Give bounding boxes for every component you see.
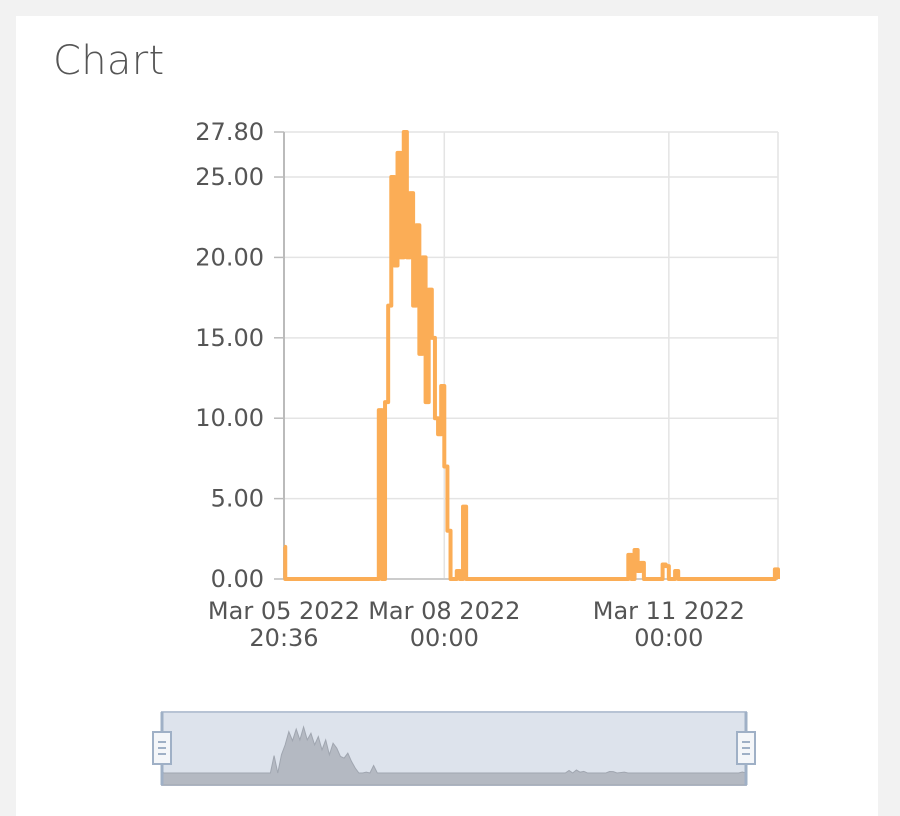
x-tick-label: Mar 11 2022 [593,597,745,625]
x-tick-label: 00:00 [634,624,703,652]
drag-handle-icon [152,731,172,765]
grid-layer [284,131,779,580]
navigator-handle-left[interactable] [152,712,172,785]
x-tick-label: Mar 08 2022 [368,597,520,625]
x-tick-label: Mar 05 2022 [208,597,360,625]
x-tick-label: 20:36 [249,624,318,652]
range-navigator[interactable] [152,711,756,786]
series-layer [283,130,780,581]
y-tick-label: 20.00 [195,243,264,271]
y-tick-label: 25.00 [195,163,264,191]
y-axis-ticks: 0.00 5.00 10.00 15.00 20.00 25.00 27.80 [195,118,264,593]
chart-card: Chart [16,16,878,816]
y-tick-label: 0.00 [211,565,264,593]
y-tick-label: 5.00 [211,485,264,513]
y-tick-label: 15.00 [195,324,264,352]
y-tick-label: 27.80 [195,118,264,146]
x-tick-label: 00:00 [410,624,479,652]
series-line [283,130,780,581]
axis-layer [274,131,778,580]
y-tick-label: 10.00 [195,404,264,432]
navigator-handle-right[interactable] [736,712,756,785]
navigator-series-area [161,725,747,786]
card-title: Chart [53,38,165,84]
drag-handle-icon [736,731,756,765]
